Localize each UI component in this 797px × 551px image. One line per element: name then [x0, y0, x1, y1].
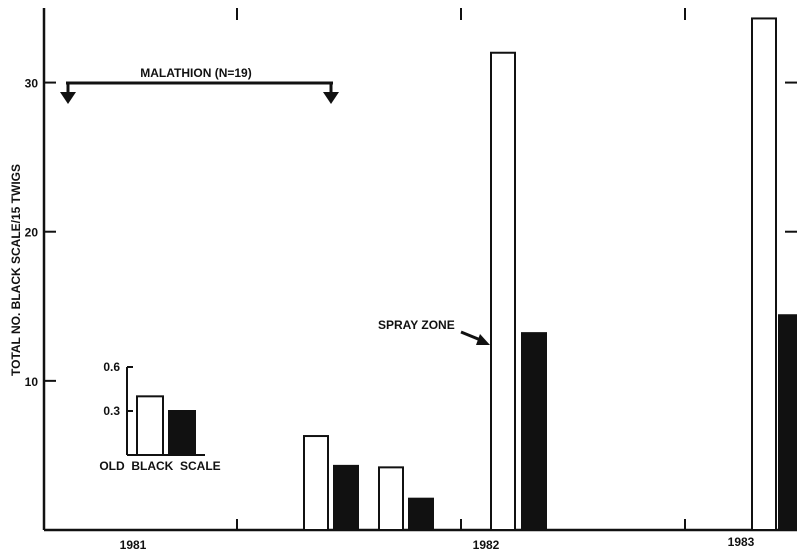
bar-open: [378, 466, 404, 531]
treatment-label: MALATHION (N=19): [140, 66, 251, 80]
bar-solid: [408, 497, 434, 531]
inset-bar-open: [136, 395, 164, 457]
bar-open: [751, 17, 777, 531]
bar-open: [303, 435, 329, 532]
inset-y-tick-label: 0.3: [103, 404, 120, 418]
y-tick-label: 30: [25, 77, 39, 91]
y-tick-label: 10: [25, 375, 39, 389]
down-arrow-icon: [323, 92, 339, 104]
right-arrow-icon: [476, 334, 490, 345]
inset-bar-solid: [168, 410, 196, 456]
bar-solid: [521, 332, 547, 532]
y-axis-label: TOTAL NO. BLACK SCALE/15 TWIGS: [9, 164, 23, 376]
x-tick-label: 1981: [120, 538, 147, 551]
bar-solid: [778, 314, 797, 531]
bars: [303, 17, 797, 532]
y-tick-label: 20: [25, 226, 39, 240]
inset-chart: 0.6 0.3 OLD BLACK SCALE: [99, 360, 220, 473]
spray-zone-label: SPRAY ZONE: [378, 318, 455, 332]
bar-open: [490, 51, 516, 531]
x-tick-label: 1982: [473, 538, 500, 551]
y-ticks: 10 20 30: [25, 77, 797, 389]
inset-y-tick-label: 0.6: [103, 360, 120, 374]
x-tick-label: 1983: [728, 535, 755, 549]
down-arrow-icon: [60, 92, 76, 104]
bar-solid: [333, 464, 359, 531]
inset-x-label: OLD BLACK SCALE: [99, 459, 220, 473]
